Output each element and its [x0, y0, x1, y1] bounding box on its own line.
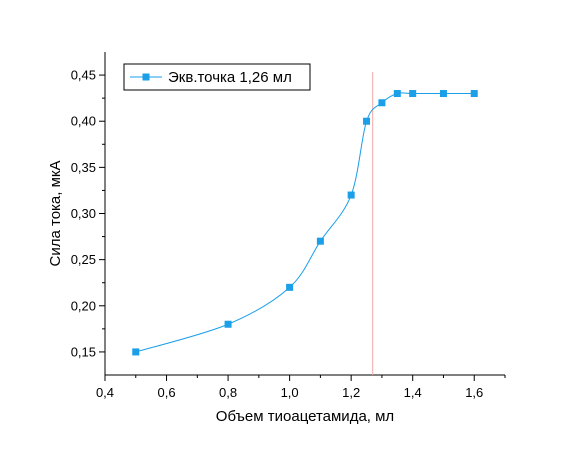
legend-label: Экв.точка 1,26 мл	[168, 69, 292, 86]
series-line	[135, 92, 475, 353]
data-point	[347, 191, 355, 199]
data-point	[363, 117, 371, 125]
y-tick-label: 0,15	[71, 344, 96, 359]
y-tick-label: 0,30	[71, 206, 96, 221]
x-tick-label: 1,6	[465, 385, 483, 400]
data-point	[132, 348, 140, 356]
series	[132, 90, 478, 356]
y-tick-label: 0,45	[71, 68, 96, 83]
x-tick-label: 0,6	[157, 385, 175, 400]
data-point	[393, 90, 401, 98]
x-tick-label: 0,8	[219, 385, 237, 400]
y-tick-label: 0,35	[71, 160, 96, 175]
data-point	[286, 283, 294, 291]
axes: 0,4 0,6 0,8 1,0 1,2 1,4 1,6 0,15 0,20 0,25 0,30 0,3…	[71, 52, 506, 400]
data-point	[378, 99, 386, 107]
y-tick-label: 0,20	[71, 298, 96, 313]
x-tick-label: 1,2	[342, 385, 360, 400]
x-tick-label: 1,0	[281, 385, 299, 400]
data-point	[470, 90, 478, 98]
y-axis-title: Сила тока, мкА	[47, 161, 64, 267]
x-tick-label: 1,4	[404, 385, 422, 400]
legend-marker	[142, 73, 150, 81]
data-point	[224, 320, 232, 328]
data-point	[409, 90, 417, 98]
axis-titles: Объем тиоацетамида, мл Сила тока, мкА	[47, 161, 394, 425]
y-tick-label: 0,25	[71, 252, 96, 267]
x-tick-label: 0,4	[96, 385, 114, 400]
y-tick-label: 0,40	[71, 114, 96, 129]
x-axis-title: Объем тиоацетамида, мл	[216, 408, 394, 425]
data-point	[439, 90, 447, 98]
legend: Экв.точка 1,26 мл	[123, 63, 311, 91]
data-point	[316, 237, 324, 245]
